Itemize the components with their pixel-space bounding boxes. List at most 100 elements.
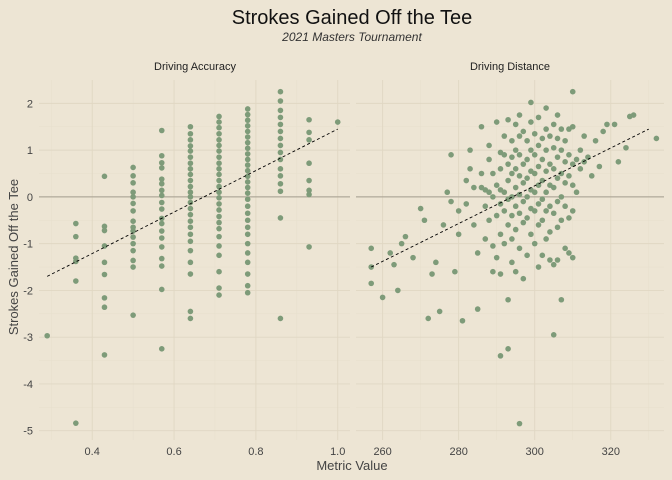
- trend-line: [371, 128, 649, 268]
- data-point: [244, 231, 251, 238]
- data-point: [187, 238, 194, 245]
- data-point: [306, 177, 312, 184]
- data-point: [158, 192, 165, 199]
- data-point: [512, 184, 519, 191]
- data-point: [520, 219, 527, 226]
- data-point: [306, 137, 312, 143]
- data-point: [501, 240, 508, 247]
- data-point: [592, 137, 599, 144]
- data-point: [306, 187, 312, 194]
- data-point: [277, 215, 284, 221]
- data-point: [158, 127, 165, 134]
- data-point: [368, 280, 375, 287]
- data-point: [216, 142, 222, 149]
- data-point: [216, 195, 222, 201]
- data-point: [277, 142, 284, 149]
- data-point: [505, 161, 511, 167]
- data-point: [244, 117, 251, 124]
- data-point: [244, 139, 251, 146]
- data-point: [550, 261, 557, 268]
- data-point: [187, 166, 194, 172]
- data-point: [497, 353, 504, 359]
- data-point: [474, 250, 481, 256]
- data-point: [216, 189, 222, 196]
- data-point: [497, 231, 504, 238]
- data-point: [130, 189, 136, 196]
- data-point: [653, 135, 660, 142]
- data-point: [73, 233, 79, 240]
- data-point: [531, 208, 538, 214]
- data-point: [516, 245, 523, 252]
- data-point: [425, 315, 432, 322]
- data-point: [101, 223, 108, 230]
- data-point: [101, 352, 108, 358]
- data-point: [509, 259, 515, 266]
- data-point: [187, 259, 194, 266]
- data-point: [474, 306, 481, 312]
- data-point: [547, 161, 553, 167]
- data-point: [44, 332, 50, 339]
- data-point: [306, 244, 312, 250]
- data-point: [505, 116, 511, 123]
- data-point: [187, 231, 194, 238]
- data-point: [277, 149, 284, 156]
- data-point: [130, 218, 136, 224]
- data-point: [158, 228, 165, 234]
- data-point: [531, 189, 538, 196]
- data-point: [528, 147, 534, 153]
- data-point: [486, 142, 492, 149]
- data-point: [130, 264, 136, 270]
- data-point: [368, 245, 375, 252]
- data-point: [440, 222, 447, 228]
- data-point: [543, 236, 549, 242]
- data-point: [216, 285, 222, 291]
- data-point: [512, 226, 519, 233]
- data-point: [444, 189, 451, 196]
- data-point: [216, 213, 222, 220]
- data-point: [569, 208, 576, 214]
- data-point: [277, 156, 284, 163]
- panel-strip-label-distance: Driving Distance: [470, 61, 550, 73]
- data-point: [398, 240, 405, 247]
- data-point: [187, 177, 194, 184]
- data-point: [244, 196, 251, 203]
- data-point: [505, 346, 511, 352]
- data-point: [244, 240, 251, 247]
- data-point: [566, 215, 572, 221]
- data-point: [244, 106, 251, 112]
- data-point: [158, 180, 165, 187]
- data-point: [244, 162, 251, 168]
- data-point: [216, 177, 222, 184]
- data-point: [509, 236, 515, 242]
- data-point: [547, 133, 553, 139]
- data-point: [512, 268, 519, 275]
- data-point: [516, 152, 523, 158]
- data-point: [482, 203, 489, 210]
- data-point: [101, 304, 108, 311]
- x-axis-title: Metric Value: [316, 458, 387, 473]
- data-point: [516, 112, 523, 118]
- data-point: [509, 137, 515, 144]
- data-point: [486, 189, 492, 196]
- data-point: [471, 222, 477, 228]
- data-point: [448, 198, 454, 205]
- data-point: [547, 203, 553, 210]
- data-point: [101, 259, 108, 266]
- data-point: [512, 203, 519, 210]
- data-point: [158, 152, 165, 159]
- data-point: [531, 130, 538, 137]
- data-point: [569, 161, 576, 167]
- data-point: [334, 119, 341, 125]
- data-point: [158, 165, 165, 171]
- data-point: [615, 159, 622, 165]
- data-point: [455, 208, 462, 214]
- data-point: [277, 107, 284, 114]
- data-point: [429, 271, 435, 277]
- data-point: [216, 233, 222, 240]
- data-point: [566, 152, 572, 158]
- data-point: [569, 123, 576, 130]
- data-point: [187, 130, 194, 137]
- data-point: [130, 240, 136, 247]
- data-point: [562, 180, 568, 186]
